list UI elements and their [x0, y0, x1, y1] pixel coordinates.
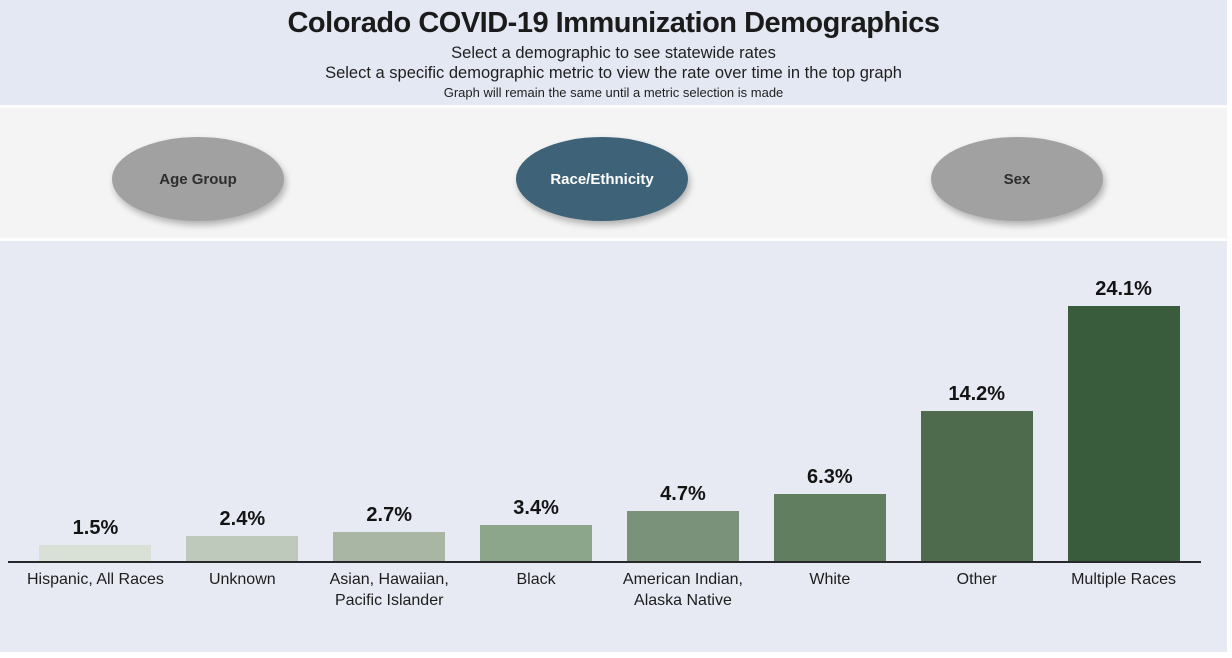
bar[interactable]: [186, 536, 299, 561]
x-axis-line: [8, 561, 1201, 563]
bar-value-label: 2.4%: [219, 508, 266, 530]
subtitle-graph-note: Graph will remain the same until a metri…: [443, 85, 784, 100]
bar-value-label: 6.3%: [807, 466, 853, 488]
bar-slot: 1.5%: [22, 517, 169, 561]
bar[interactable]: [773, 494, 886, 561]
x-axis-category-label: Black: [516, 571, 556, 588]
bar-slot: 2.4%: [169, 508, 316, 561]
x-axis-category-label: Other: [956, 571, 997, 588]
bar[interactable]: [333, 532, 446, 561]
bar[interactable]: [626, 511, 739, 561]
bar-slot: 6.3%: [756, 466, 903, 561]
header: Colorado COVID-19 Immunization Demograph…: [0, 0, 1227, 108]
bar-slot: 2.7%: [316, 504, 463, 561]
bar-value-label: 2.7%: [366, 504, 412, 526]
bars-row: 1.5% 2.4% 2.7% 3.4% 4.7% 6.3% 14.2% 24.1%: [22, 278, 1197, 561]
sex-button[interactable]: Sex: [931, 137, 1103, 221]
bar-slot: 24.1%: [1050, 278, 1197, 561]
bar[interactable]: [480, 525, 593, 561]
x-axis-labels: Hispanic, All Races Unknown Asian, Hawaiia…: [22, 569, 1197, 611]
race-ethnicity-button[interactable]: Race/Ethnicity: [516, 137, 688, 221]
bar-slot: 3.4%: [463, 497, 610, 561]
sex-button-label: Sex: [1003, 170, 1031, 188]
demographic-selector-band: Age Group Race/Ethnicity Sex: [0, 108, 1227, 241]
subtitle-statewide-rates: Select a demographic to see statewide ra…: [451, 44, 776, 62]
bar-value-label: 24.1%: [1095, 278, 1152, 300]
subtitle-metric-instruction: Select a specific demographic metric to …: [325, 64, 902, 82]
x-axis-category-label: American Indian, Alaska Native: [622, 571, 743, 610]
x-axis-category-label: Unknown: [208, 571, 276, 588]
page-title: Colorado COVID-19 Immunization Demograph…: [287, 7, 940, 39]
bar[interactable]: [920, 411, 1033, 561]
age-group-button-label: Age Group: [159, 170, 237, 188]
bar[interactable]: [39, 545, 152, 561]
bar[interactable]: [1067, 306, 1180, 561]
bar-slot: 14.2%: [903, 383, 1050, 561]
x-axis-category-label: Multiple Races: [1071, 571, 1177, 588]
immunization-bar-chart: 1.5% 2.4% 2.7% 3.4% 4.7% 6.3% 14.2% 24.1% Hispa…: [0, 241, 1227, 652]
bar-value-label: 14.2%: [948, 383, 1006, 405]
x-axis-category-label: Asian, Hawaiian, Pacific Islander: [329, 571, 449, 610]
bar-value-label: 4.7%: [660, 483, 706, 505]
race-ethnicity-button-label: Race/Ethnicity: [550, 170, 654, 188]
bar-value-label: 1.5%: [72, 517, 119, 539]
x-axis-category-label: White: [809, 571, 851, 588]
bar-value-label: 3.4%: [513, 497, 559, 519]
bar-slot: 4.7%: [610, 483, 757, 561]
x-axis-category-label: Hispanic, All Races: [26, 571, 164, 588]
age-group-button[interactable]: Age Group: [112, 137, 284, 221]
